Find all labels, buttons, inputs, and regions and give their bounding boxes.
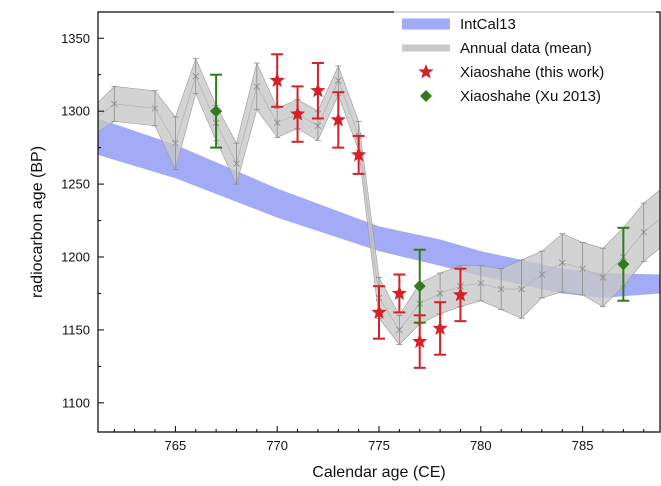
- y-tick-label: 1250: [61, 177, 90, 192]
- annual-point: [314, 122, 322, 130]
- annual-point: [579, 265, 586, 272]
- xiaoshahe-point: [289, 106, 306, 121]
- annual-point: [640, 228, 647, 236]
- xiaoshahe-point: [371, 304, 387, 319]
- axes: 765 770 775 780 785 1100 1150 1200 1250 1300 1350 C…: [29, 11, 661, 481]
- annual-data-band: [98, 57, 660, 345]
- legend-label-xu2013: Xiaoshahe (Xu 2013): [460, 88, 601, 105]
- annual-point: [151, 104, 159, 112]
- legend-label-xiaoshahe: Xiaoshahe (this work): [460, 64, 604, 81]
- legend: IntCal13 Annual data (mean) Xiaoshahe (thi…: [394, 10, 656, 106]
- xiaoshahe-point: [432, 320, 448, 335]
- x-axis-title: Calendar age (CE): [312, 464, 445, 481]
- xiaoshahe-point: [269, 72, 285, 88]
- annual-point: [172, 139, 179, 147]
- x-tick-label: 780: [470, 438, 492, 453]
- y-tick-label: 1150: [62, 322, 90, 337]
- xu2013-point: [210, 105, 223, 118]
- x-tick-label: 785: [572, 438, 594, 453]
- xiaoshahe-point: [391, 285, 407, 300]
- y-axis-title: radiocarbon age (BP): [29, 146, 46, 298]
- annual-point: [334, 77, 342, 84]
- xiaoshahe-point: [351, 146, 367, 162]
- annual-point: [497, 285, 505, 293]
- annual-point: [436, 290, 444, 297]
- legend-swatch-xu2013: [420, 90, 432, 102]
- annual-point: [111, 100, 118, 108]
- annual-point: [538, 271, 546, 278]
- legend-label-annual: Annual data (mean): [460, 40, 592, 57]
- annual-point: [518, 285, 525, 293]
- x-tick-label: 770: [266, 438, 288, 453]
- annual-point: [599, 274, 607, 281]
- xiaoshahe-point: [310, 82, 326, 98]
- annual-point: [192, 72, 200, 80]
- annual-point: [396, 326, 403, 334]
- legend-label-intcal13: IntCal13: [460, 16, 516, 33]
- annual-data-mean-line: [98, 75, 660, 331]
- y-tick-label: 1200: [61, 250, 90, 265]
- plot-area: [98, 53, 660, 369]
- y-tick-label: 1100: [62, 395, 90, 410]
- annual-point: [273, 119, 281, 127]
- y-tick-label: 1350: [61, 31, 90, 46]
- y-tick-label: 1300: [61, 104, 90, 119]
- annual-point: [233, 160, 240, 167]
- xiaoshahe-point: [452, 286, 469, 302]
- xu2013-point: [413, 280, 426, 293]
- x-tick-label: 765: [165, 438, 187, 453]
- annual-point: [558, 259, 566, 267]
- annual-point: [477, 279, 485, 287]
- annual-point: [253, 83, 261, 90]
- x-tick-label: 775: [368, 438, 390, 453]
- xu2013-point: [617, 258, 630, 271]
- xiaoshahe-point: [330, 111, 346, 127]
- xiaoshahe-point: [412, 333, 428, 349]
- legend-swatch-xiaoshahe: [418, 64, 434, 79]
